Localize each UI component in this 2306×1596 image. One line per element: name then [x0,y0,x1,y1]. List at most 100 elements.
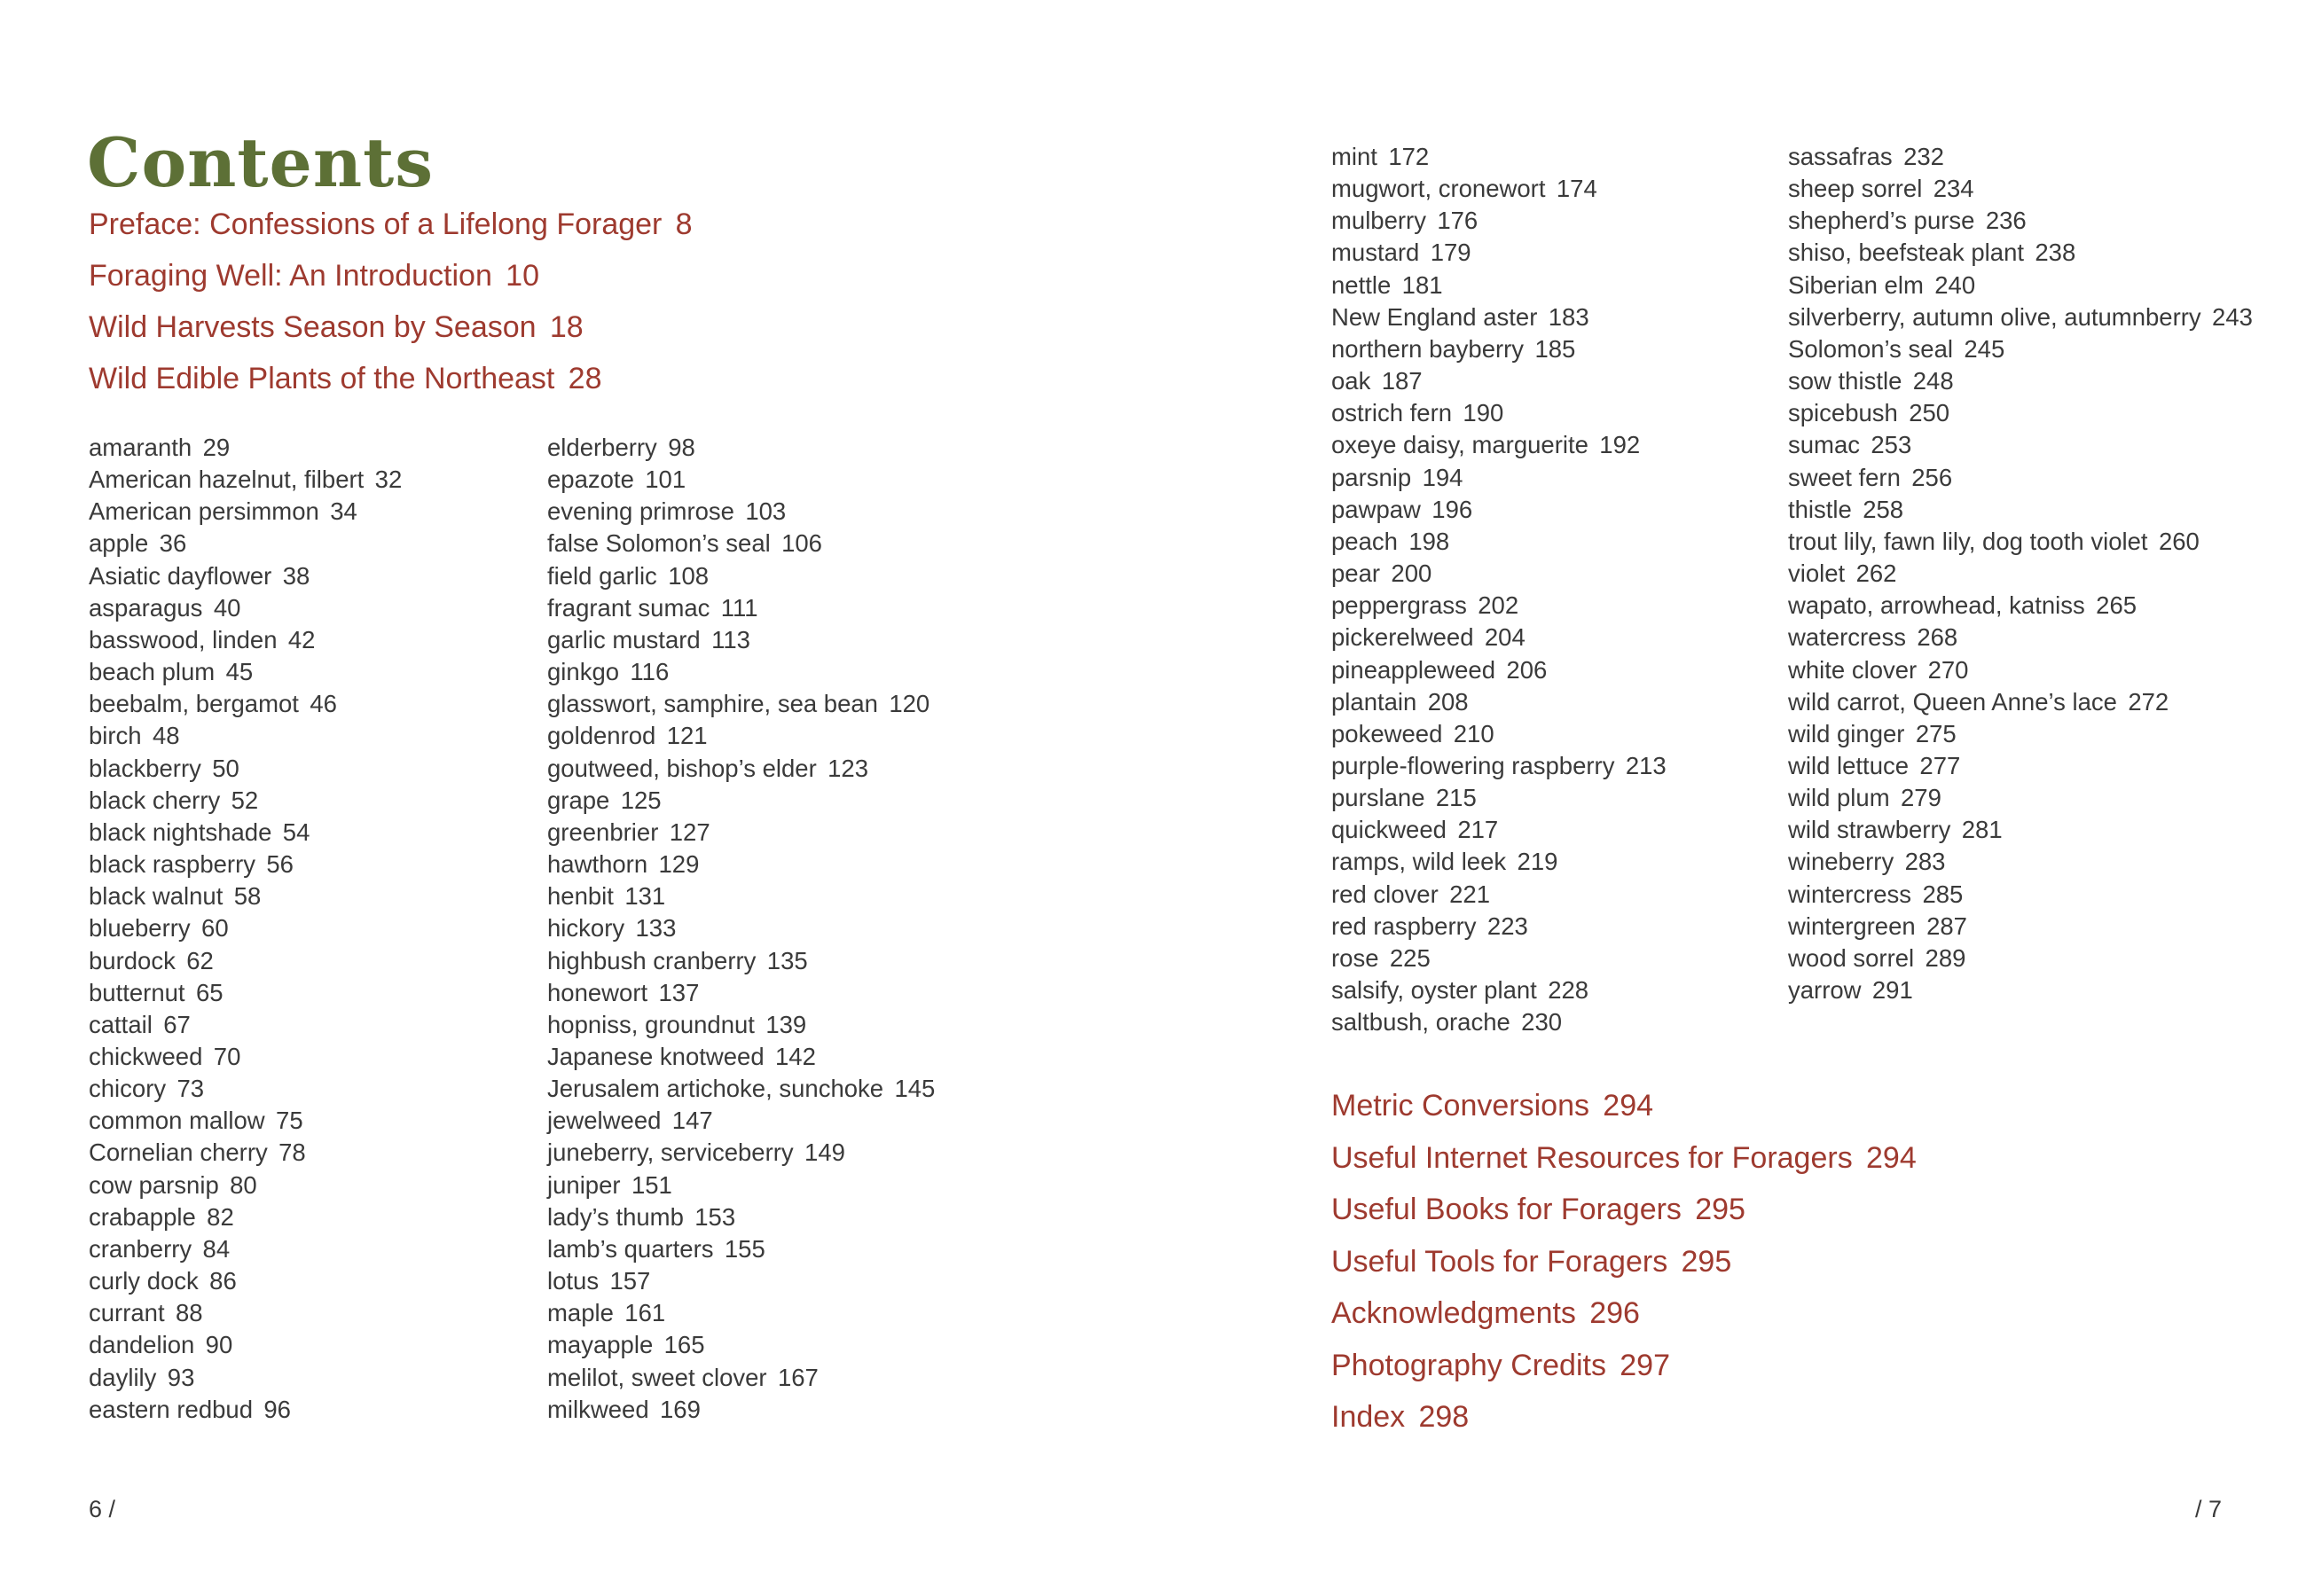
entry-page: 256 [1911,463,1953,491]
entry-name: plantain [1331,687,1417,716]
toc-entry: maple 161 [547,1297,935,1329]
toc-entry: Cornelian cherry 78 [89,1137,402,1169]
toc-entry: chickweed 70 [89,1041,402,1073]
entry-page: 185 [1534,334,1576,363]
entry-name: silverberry, autumn olive, autumnberry [1788,302,2201,331]
entry-page: 294 [1866,1140,1917,1175]
entry-page: 111 [720,593,758,622]
toc-entry: hawthorn 129 [547,849,935,880]
entry-name: cranberry [89,1234,192,1263]
entry-page: 46 [310,690,337,718]
toc-entry: Japanese knotweed 142 [547,1041,935,1073]
entry-name: purslane [1331,784,1425,812]
entry-name: cattail [89,1010,153,1038]
entry-page: 60 [201,914,229,943]
entry-name: birch [89,722,142,750]
entry-page: 48 [152,722,180,750]
entry-page: 113 [711,625,750,653]
toc-section-entry: Wild Edible Plants of the Northeast 28 [89,353,693,404]
entry-name: pokeweed [1331,719,1443,747]
entry-name: Wild Edible Plants of the Northeast [89,362,555,395]
entry-page: 172 [1388,143,1430,170]
toc-entry: plantain 208 [1331,686,1667,718]
toc-entry: nettle 181 [1331,270,1667,301]
toc-entry: wild lettuce 277 [1788,750,2253,782]
toc-entry: blueberry 60 [89,912,402,944]
entry-name: New England aster [1331,302,1538,331]
entry-page: 103 [745,497,787,526]
entry-page: 279 [1901,784,1941,812]
entry-name: dandelion [89,1331,195,1359]
toc-entry: sow thistle 248 [1788,365,2253,397]
toc-entry: white clover 270 [1788,654,2253,686]
entry-name: ramps, wild leek [1331,848,1507,876]
entry-page: 248 [1912,367,1954,395]
entry-name: northern bayberry [1331,334,1525,363]
toc-entry: shiso, beefsteak plant 238 [1788,237,2253,269]
toc-entry: lotus 157 [547,1265,935,1297]
entry-page: 275 [1915,719,1957,747]
entry-page: 298 [1418,1400,1470,1434]
toc-entry: rose 225 [1331,943,1667,974]
toc-section-entry: Metric Conversions 294 [1331,1080,1917,1132]
entry-name: hawthorn [547,850,648,879]
entry-name: black raspberry [89,850,255,879]
entry-name: American hazelnut, filbert [89,466,365,494]
entry-name: wild plum [1788,784,1890,812]
toc-entry: honewort 137 [547,977,935,1009]
toc-entry: red raspberry 223 [1331,911,1667,943]
entry-name: white clover [1788,655,1918,684]
entry-name: Cornelian cherry [89,1138,268,1167]
toc-entry: pokeweed 210 [1331,718,1667,750]
entry-page: 272 [2128,687,2169,716]
toc-entry: parsnip 194 [1331,462,1667,494]
entry-page: 90 [205,1331,233,1359]
entry-name: eastern redbud [89,1395,253,1423]
entry-name: spicebush [1788,399,1898,427]
entry-page: 285 [1922,880,1964,908]
entry-page: 62 [186,946,214,974]
toc-entry: hickory 133 [547,912,935,944]
toc-entry: shepherd’s purse 236 [1788,205,2253,237]
entry-page: 295 [1681,1244,1732,1279]
entry-name: oak [1331,367,1371,395]
entry-name: mint [1331,143,1377,170]
entry-page: 96 [263,1395,291,1423]
entry-name: daylily [89,1363,157,1391]
entry-name: pickerelweed [1331,623,1474,652]
entry-page: 121 [666,722,708,750]
toc-entry: basswood, linden 42 [89,624,402,656]
entry-page: 34 [330,497,357,526]
toc-entry: Jerusalem artichoke, sunchoke 145 [547,1073,935,1105]
toc-entry: cow parsnip 80 [89,1170,402,1201]
entry-page: 40 [213,593,241,622]
entry-name: Useful Books for Foragers [1331,1193,1682,1226]
entry-name: hickory [547,914,625,943]
entry-name: curly dock [89,1267,199,1295]
entry-name: Index [1331,1400,1406,1434]
toc-entry: peppergrass 202 [1331,590,1667,622]
entry-name: elderberry [547,434,657,461]
entry-name: glasswort, samphire, sea bean [547,690,878,718]
toc-column-3: mint 172 mugwort, cronewort 174 mulberry 17… [1331,141,1667,1038]
toc-entry: yarrow 291 [1788,974,2253,1006]
entry-name: false Solomon’s seal [547,529,771,558]
toc-entry: black raspberry 56 [89,849,402,880]
entry-page: 234 [1933,175,1974,203]
entry-page: 123 [827,754,869,782]
right-page-number: / 7 [2194,1496,2222,1522]
toc-section-entry: Useful Internet Resources for Foragers 29… [1331,1132,1917,1185]
page-title: Contents [87,122,435,202]
toc-entry: false Solomon’s seal 106 [547,528,935,559]
toc-section-entry: Acknowledgments 296 [1331,1287,1917,1340]
entry-page: 283 [1904,848,1946,876]
toc-column-4: sassafras 232 sheep sorrel 234 shepherd’s … [1788,141,2253,1006]
entry-name: basswood, linden [89,625,278,653]
toc-entry: ostrich fern 190 [1331,397,1667,429]
toc-entry: silverberry, autumn olive, autumnberry 24… [1788,301,2253,333]
entry-name: Japanese knotweed [547,1042,765,1070]
entry-name: wapato, arrowhead, katniss [1788,591,2085,620]
entry-page: 165 [663,1331,705,1359]
entry-page: 86 [209,1267,237,1295]
entry-name: chicory [89,1075,167,1103]
